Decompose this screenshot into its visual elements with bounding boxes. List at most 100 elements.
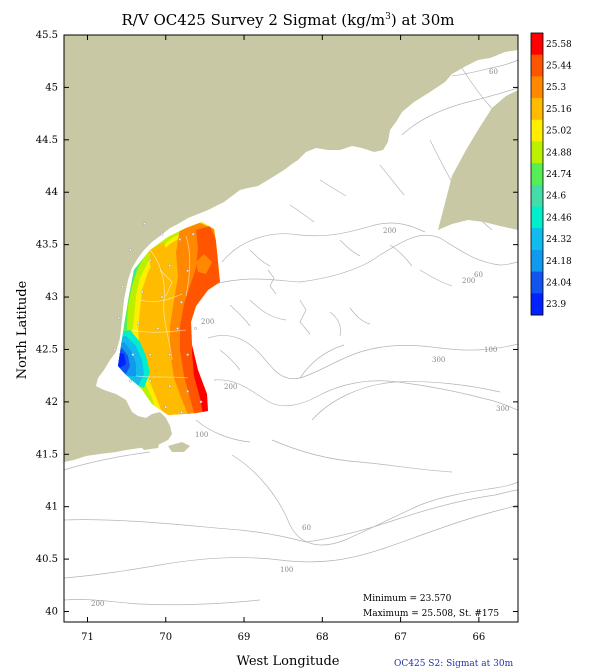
station-marker — [148, 379, 152, 383]
colorbar-swatch — [531, 271, 543, 294]
station-marker — [148, 353, 152, 357]
station-marker — [164, 405, 168, 409]
station-marker — [176, 327, 179, 330]
x-tick-label: 66 — [472, 632, 485, 643]
station-marker — [180, 410, 183, 414]
minimum-value: Minimum = 23.570 — [363, 594, 452, 604]
contour-label: 200 — [462, 277, 475, 285]
station-marker — [143, 222, 147, 226]
y-tick-label: 41 — [45, 502, 58, 513]
colorbar-label: 24.04 — [546, 278, 572, 288]
station-marker — [186, 269, 190, 273]
contour-label: 60 — [474, 271, 483, 279]
contour-label: 200 — [201, 318, 214, 326]
contour-label: 200 — [91, 600, 104, 608]
station-marker — [129, 379, 132, 383]
contour-label: 300 — [432, 356, 445, 364]
colorbar-legend: 25.58 25.44 25.3 25.16 25.02 24.88 24.74 24.6 24… — [530, 32, 572, 316]
colorbar-label: 24.46 — [546, 213, 572, 223]
station-marker — [131, 353, 135, 357]
y-tick-label: 40 — [45, 607, 58, 618]
colorbar-swatch — [531, 228, 543, 251]
colorbar-swatch — [531, 98, 543, 121]
station-marker — [168, 353, 172, 357]
map-frame — [63, 34, 519, 623]
colorbar-label: 24.32 — [546, 235, 572, 245]
y-tick-label: 42.5 — [36, 344, 58, 355]
y-tick-label: 42 — [45, 397, 58, 408]
colorbar-swatch — [531, 293, 543, 316]
colorbar-swatch — [531, 249, 543, 273]
station-marker — [168, 384, 172, 388]
station-marker — [194, 327, 197, 330]
x-tick-label: 68 — [316, 632, 329, 643]
colorbar-label: 23.9 — [546, 300, 566, 310]
contour-label: 200 — [224, 383, 237, 391]
station-marker — [129, 248, 132, 252]
y-tick-label: 45.5 — [36, 30, 58, 41]
colorbar-label: 25.16 — [546, 105, 572, 115]
y-tick-label: 43 — [45, 292, 58, 303]
colorbar-frame — [530, 32, 544, 316]
colorbar-label: 24.18 — [546, 257, 572, 267]
y-tick-label: 45 — [45, 82, 58, 93]
colorbar-swatch — [531, 54, 543, 77]
colorbar-swatch — [531, 163, 543, 186]
station-marker — [160, 295, 164, 299]
station-marker — [191, 232, 195, 236]
station-marker — [178, 238, 182, 241]
y-axis-label: North Latitude — [15, 280, 30, 379]
colorbar-swatch — [531, 184, 543, 207]
station-marker — [180, 300, 183, 304]
colorbar-label: 24.74 — [546, 170, 572, 180]
footer-caption: OC425 S2: Sigmat at 30m — [394, 659, 514, 669]
colorbar-swatch — [531, 33, 543, 56]
colorbar-swatch — [531, 141, 543, 164]
contour-label: 100 — [484, 346, 497, 354]
station-marker — [186, 389, 190, 393]
x-tick-label: 67 — [394, 632, 407, 643]
y-tick-label: 43.5 — [36, 240, 58, 251]
contour-label: 60 — [302, 524, 311, 532]
x-tick-label: 70 — [159, 632, 172, 643]
colorbar-label: 25.44 — [546, 62, 572, 72]
station-marker — [113, 348, 117, 351]
colorbar-label: 25.3 — [546, 83, 566, 93]
y-tick-label: 40.5 — [36, 554, 58, 565]
colorbar-label: 24.6 — [546, 192, 566, 202]
colorbar-swatch — [531, 206, 543, 229]
contour-label: 200 — [383, 227, 396, 235]
bathymetry-labels: 60 60 200 200 200 200 100 300 100 300 60… — [91, 68, 509, 608]
colorbar-label: 25.02 — [546, 127, 572, 137]
y-axis: 45.5 45 44.5 44 43.5 43 42.5 42 41.5 41 40.5 40 — [36, 30, 518, 618]
station-marker — [121, 285, 125, 288]
station-marker — [186, 353, 190, 357]
colorbar-label: 25.58 — [546, 40, 572, 50]
station-marker — [160, 232, 164, 236]
bathymetry-contours — [64, 54, 518, 606]
station-marker — [117, 316, 121, 320]
station-marker — [199, 400, 203, 404]
y-tick-label: 41.5 — [36, 449, 58, 460]
map-title: R/V OC425 Survey 2 Sigmat (kg/m3) at 30m — [122, 11, 455, 29]
colorbar-swatch — [531, 119, 543, 142]
station-marker — [168, 264, 172, 268]
colorbar-label: 24.88 — [546, 148, 572, 158]
colorbar-swatch — [531, 76, 543, 99]
station-marker — [156, 327, 160, 330]
contour-label: 60 — [489, 68, 498, 76]
station-marker — [136, 321, 140, 325]
y-tick-label: 44 — [45, 187, 58, 198]
contour-label: 100 — [280, 566, 293, 574]
station-marker — [148, 258, 152, 262]
contour-label: 300 — [496, 405, 509, 413]
x-axis-label: West Longitude — [237, 654, 340, 669]
x-axis: 71 70 69 68 67 66 — [81, 35, 485, 643]
x-tick-label: 71 — [81, 632, 94, 643]
contour-label: 100 — [195, 431, 208, 439]
station-marker — [140, 290, 144, 294]
station-markers — [113, 222, 203, 414]
y-tick-label: 44.5 — [36, 135, 58, 146]
coastline-land — [64, 35, 518, 462]
maximum-value: Maximum = 25.508, St. #175 — [363, 609, 499, 619]
